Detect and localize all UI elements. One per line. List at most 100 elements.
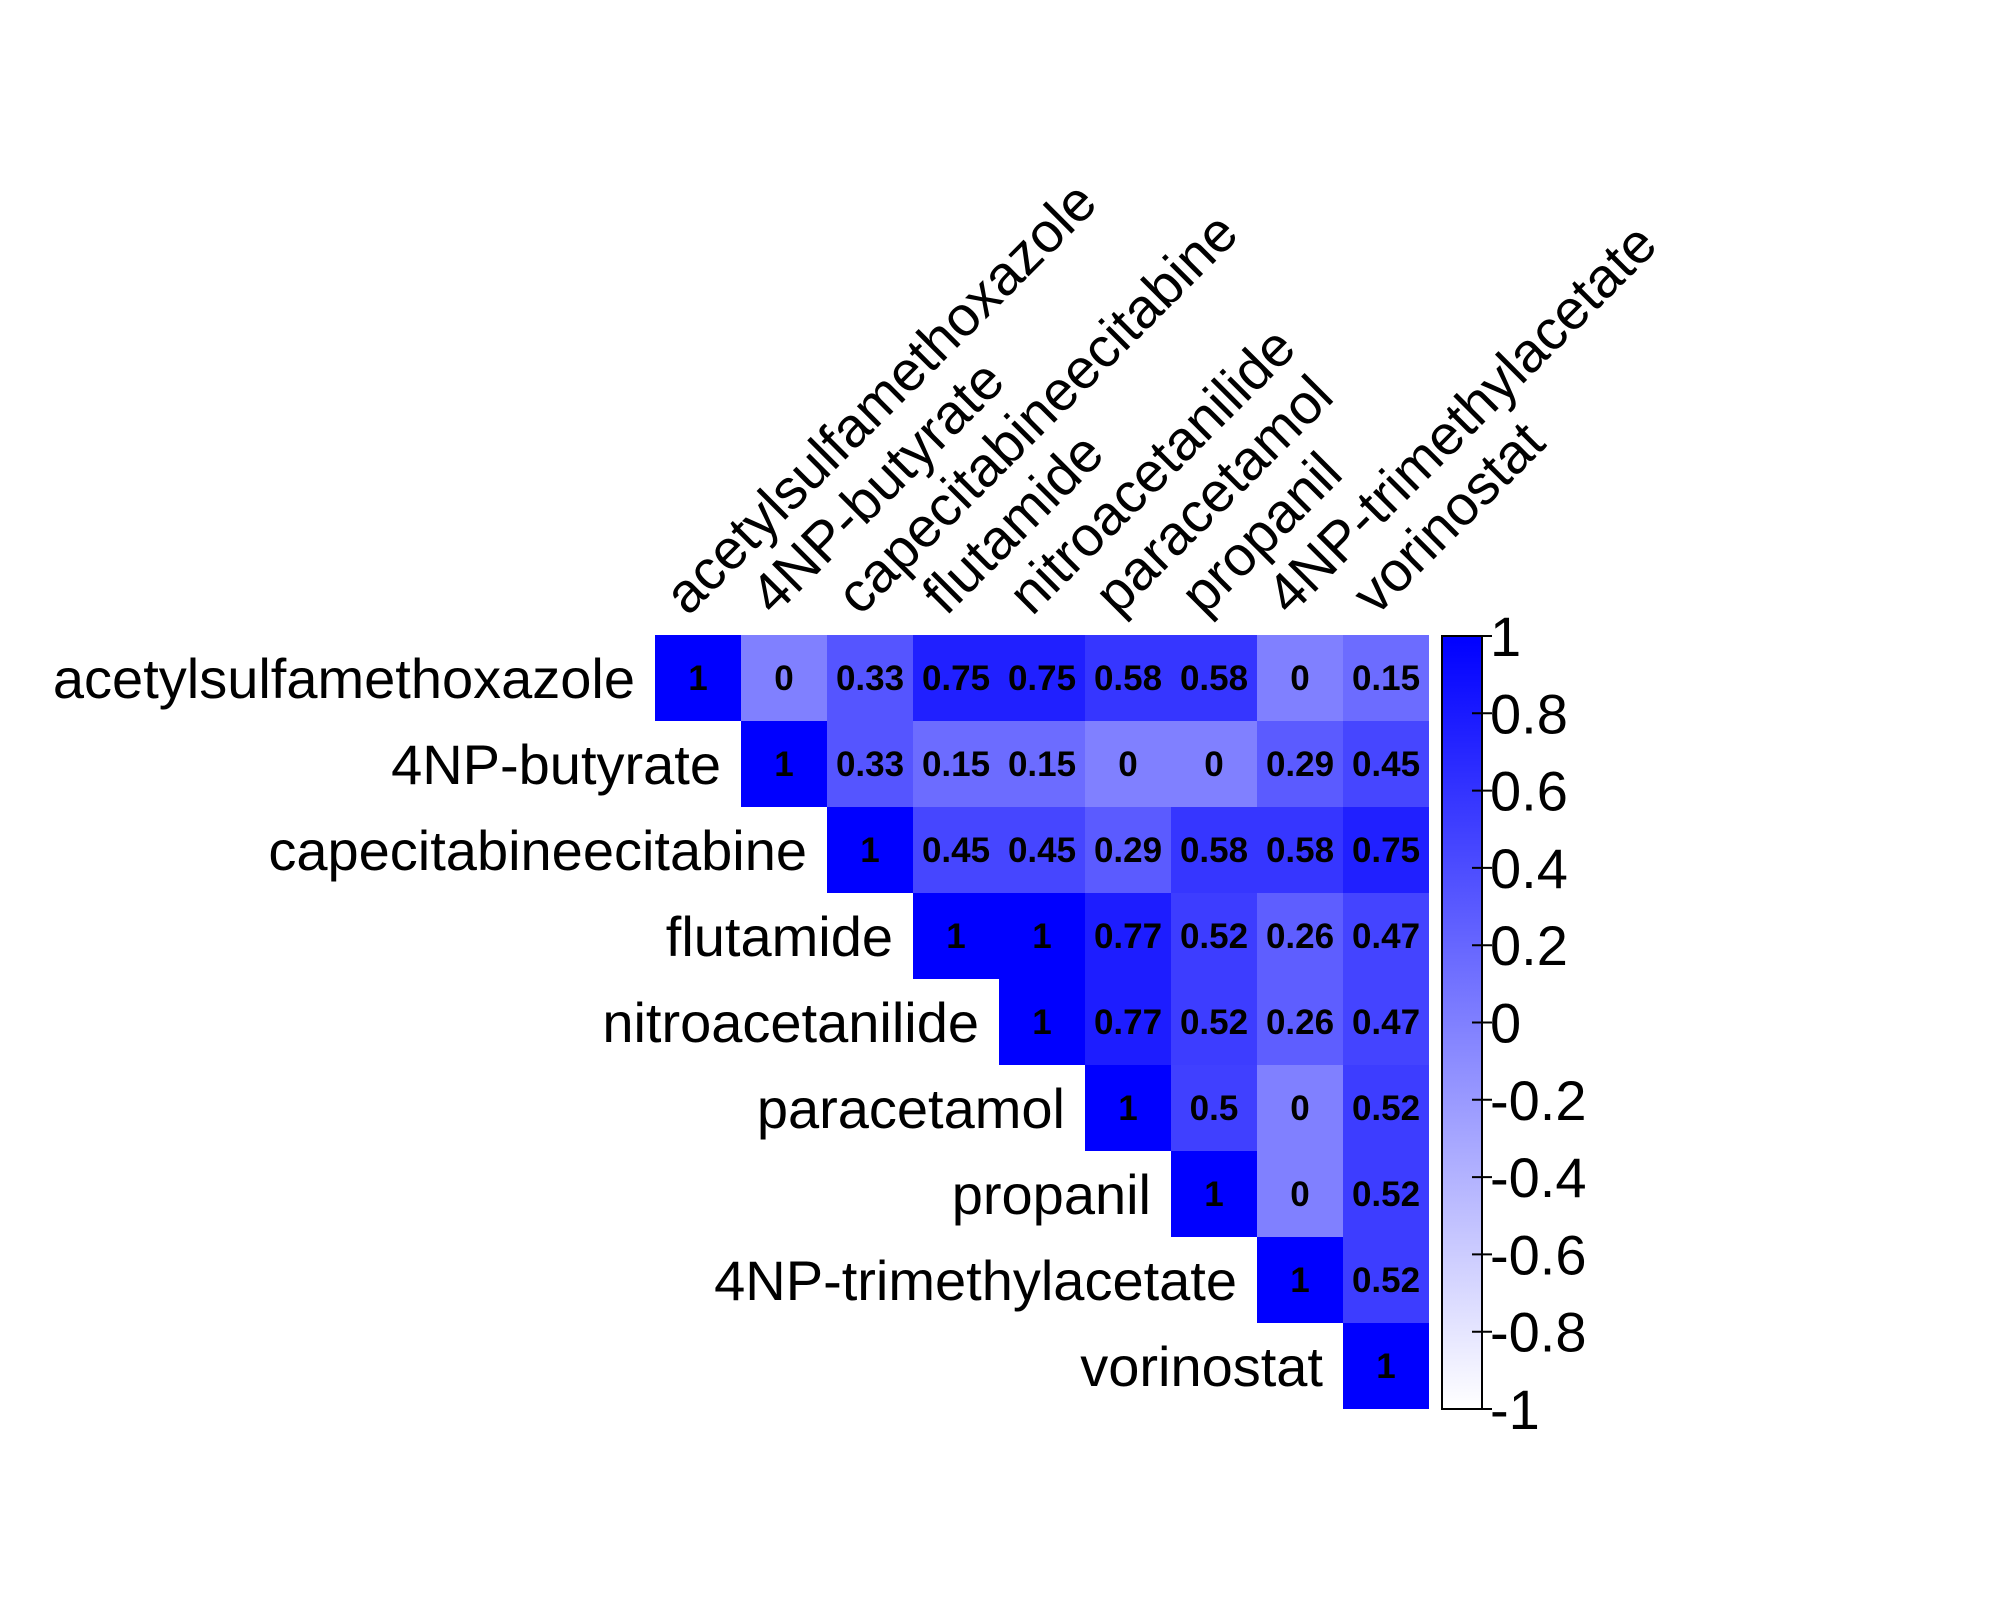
- cell-value-label: 0: [1290, 1089, 1309, 1128]
- cell-value-label: 0.52: [1352, 1261, 1420, 1300]
- row-label: flutamide: [666, 905, 893, 968]
- heatmap-cell: [913, 721, 999, 807]
- cell-value-label: 1: [860, 831, 879, 870]
- cell-value-label: 0.75: [1352, 831, 1420, 870]
- heatmap-cell: [1343, 893, 1429, 979]
- cell-value-label: 0.47: [1352, 917, 1420, 956]
- cell-value-label: 1: [1376, 1347, 1395, 1386]
- cell-value-label: 0.45: [1008, 831, 1076, 870]
- heatmap-cell: [1343, 1151, 1429, 1237]
- heatmap-cell: [1343, 721, 1429, 807]
- row-label: acetylsulfamethoxazole: [53, 647, 635, 710]
- cell-value-label: 0.58: [1094, 659, 1162, 698]
- cell-value-label: 0.26: [1266, 1003, 1334, 1042]
- heatmap-cell: [999, 635, 1085, 721]
- cell-value-label: 0.58: [1180, 831, 1248, 870]
- colorbar-tick-label: 0.2: [1490, 914, 1568, 977]
- heatmap-cell: [1257, 1151, 1343, 1237]
- heatmap-cell: [1257, 635, 1343, 721]
- cell-value-label: 0.52: [1180, 917, 1248, 956]
- heatmap-cell: [913, 635, 999, 721]
- heatmap-cell: [1171, 721, 1257, 807]
- heatmap-cell: [1171, 1151, 1257, 1237]
- cell-value-label: 0: [774, 659, 793, 698]
- cell-value-label: 0.5: [1190, 1089, 1239, 1128]
- colorbar: 1 0.8 0.6 0.4 0.2 0 -0.2 -0.4 -0.6 -0.8 -1: [1441, 605, 1587, 1441]
- row-label: 4NP-butyrate: [391, 733, 721, 796]
- heatmap-cell: [999, 721, 1085, 807]
- colorbar-tick-label: 0.4: [1490, 837, 1568, 900]
- heatmap-cell: [1257, 979, 1343, 1065]
- row-label: 4NP-trimethylacetate: [714, 1249, 1237, 1312]
- row-label: capecitabineecitabine: [268, 819, 807, 882]
- cell-value-label: 1: [688, 659, 707, 698]
- heatmap-cell: [913, 893, 999, 979]
- cell-value-label: 0: [1290, 659, 1309, 698]
- cell-value-label: 0.15: [1352, 659, 1420, 698]
- cell-value-label: 0.26: [1266, 917, 1334, 956]
- cell-value-label: 0.47: [1352, 1003, 1420, 1042]
- heatmap-cell: [1257, 721, 1343, 807]
- heatmap-cell: [655, 635, 741, 721]
- column-labels: acetylsulfamethoxazole4NP-butyratecapeci…: [652, 169, 1668, 625]
- heatmap-cell: [1171, 893, 1257, 979]
- cell-value-label: 0.29: [1094, 831, 1162, 870]
- heatmap-cell: [999, 893, 1085, 979]
- cell-value-label: 0.75: [1008, 659, 1076, 698]
- cell-value-label: 1: [774, 745, 793, 784]
- heatmap-cell: [1085, 893, 1171, 979]
- cell-value-label: 1: [946, 917, 965, 956]
- cell-value-label: 0.58: [1180, 659, 1248, 698]
- colorbar-tick-label: -0.2: [1490, 1069, 1587, 1132]
- cell-value-label: 0.15: [1008, 745, 1076, 784]
- heatmap-cell: [1343, 1065, 1429, 1151]
- cell-value-label: 0.29: [1266, 745, 1334, 784]
- heatmap-cells: 1 0 0.33 0.75 0.75 0.58 0.58 0 0.15 1 0.33 0.15 0.15…: [655, 635, 1429, 1409]
- heatmap-cell: [1257, 1237, 1343, 1323]
- row-label: paracetamol: [757, 1077, 1065, 1140]
- heatmap-cell: [1171, 1065, 1257, 1151]
- heatmap-cell: [1085, 807, 1171, 893]
- heatmap-cell: [1343, 807, 1429, 893]
- heatmap-cell: [999, 807, 1085, 893]
- heatmap-cell: [1085, 721, 1171, 807]
- cell-value-label: 1: [1204, 1175, 1223, 1214]
- cell-value-label: 0.45: [922, 831, 990, 870]
- cell-value-label: 1: [1032, 917, 1051, 956]
- colorbar-tick-label: 0: [1490, 992, 1521, 1055]
- cell-value-label: 0.77: [1094, 1003, 1162, 1042]
- colorbar-tick-label: -0.6: [1490, 1223, 1587, 1286]
- heatmap-cell: [827, 635, 913, 721]
- cell-value-label: 0.52: [1352, 1089, 1420, 1128]
- heatmap-cell: [1085, 1065, 1171, 1151]
- cell-value-label: 0: [1118, 745, 1137, 784]
- heatmap-cell: [1257, 893, 1343, 979]
- heatmap-cell: [1085, 979, 1171, 1065]
- row-label: vorinostat: [1080, 1335, 1323, 1398]
- cell-value-label: 0.45: [1352, 745, 1420, 784]
- cell-value-label: 1: [1118, 1089, 1137, 1128]
- cell-value-label: 0.77: [1094, 917, 1162, 956]
- cell-value-label: 1: [1032, 1003, 1051, 1042]
- colorbar-gradient: [1441, 635, 1483, 1410]
- heatmap-cell: [1343, 1323, 1429, 1409]
- row-labels: acetylsulfamethoxazole 4NP-butyrate capeci…: [53, 647, 1324, 1398]
- cell-value-label: 0.75: [922, 659, 990, 698]
- heatmap-cell: [1257, 807, 1343, 893]
- cell-value-label: 0.52: [1352, 1175, 1420, 1214]
- cell-value-label: 0.15: [922, 745, 990, 784]
- heatmap-cell: [1343, 979, 1429, 1065]
- colorbar-tick-label: 1: [1490, 605, 1521, 668]
- cell-value-label: 0: [1290, 1175, 1309, 1214]
- row-label: propanil: [952, 1163, 1151, 1226]
- cell-value-label: 0.33: [836, 745, 904, 784]
- colorbar-tick-label: -0.4: [1490, 1146, 1587, 1209]
- heatmap-cell: [1343, 1237, 1429, 1323]
- heatmap-cell: [1171, 635, 1257, 721]
- heatmap-cell: [1171, 979, 1257, 1065]
- heatmap-cell: [827, 807, 913, 893]
- heatmap-cell: [1257, 1065, 1343, 1151]
- cell-value-label: 0.33: [836, 659, 904, 698]
- colorbar-tick-label: 0.6: [1490, 760, 1568, 823]
